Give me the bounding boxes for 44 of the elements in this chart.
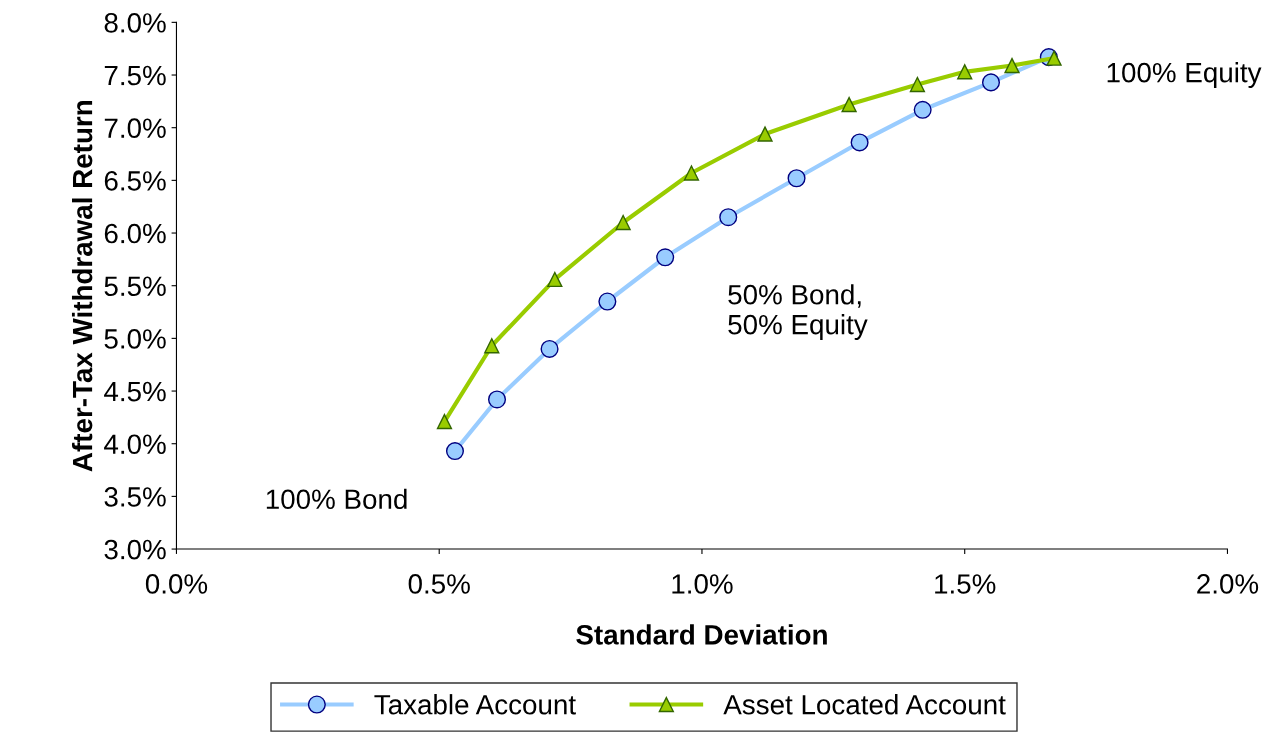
point — [841, 96, 857, 113]
point — [436, 413, 453, 430]
legend-label: Asset Located Account — [723, 694, 1006, 715]
point — [850, 133, 869, 152]
y-tick-label: 6.0% — [104, 223, 166, 244]
point — [487, 390, 507, 409]
x-tick-label: 1.5% — [935, 574, 996, 594]
x-tick-label: 0.5% — [408, 574, 470, 594]
y-tick-label: 3.5% — [104, 487, 166, 507]
annotation: 100% Equity — [1107, 62, 1262, 88]
annotation: 50% Bond, 50% Equity — [728, 284, 868, 340]
point — [1004, 57, 1020, 74]
y-tick-label: 5.5% — [104, 276, 166, 297]
point — [656, 248, 675, 267]
y-tick-label: 5.0% — [104, 329, 166, 349]
point — [787, 169, 806, 188]
point — [540, 339, 559, 358]
y-tick-label: 7.5% — [104, 65, 166, 86]
point — [913, 100, 932, 119]
point — [683, 165, 700, 181]
x-tick-label: 1.0% — [672, 574, 733, 594]
y-tick-label: 8.0% — [104, 13, 166, 33]
point — [445, 442, 465, 461]
annotation: 100% Bond — [266, 488, 407, 510]
point — [1046, 50, 1062, 66]
point — [957, 64, 973, 80]
point — [547, 271, 563, 288]
y-axis-title: After-Tax Withdrawal Return — [71, 101, 93, 472]
y-tick-label: 6.5% — [104, 171, 166, 191]
point — [615, 214, 631, 231]
point — [598, 292, 617, 311]
y-tick-label: 4.5% — [104, 381, 166, 402]
x-axis-title: Standard Deviation — [576, 624, 827, 645]
point — [909, 76, 926, 93]
point — [757, 126, 773, 142]
point — [981, 73, 1001, 92]
y-tick-label: 7.0% — [104, 118, 166, 139]
point — [719, 208, 738, 227]
x-tick-label: 2.0% — [1197, 574, 1259, 594]
legend-label: Taxable Account — [374, 694, 576, 715]
y-tick-label: 4.0% — [104, 434, 166, 455]
x-tick-label: 0.0% — [145, 574, 208, 594]
y-tick-label: 3.0% — [104, 539, 166, 560]
point — [484, 338, 500, 354]
